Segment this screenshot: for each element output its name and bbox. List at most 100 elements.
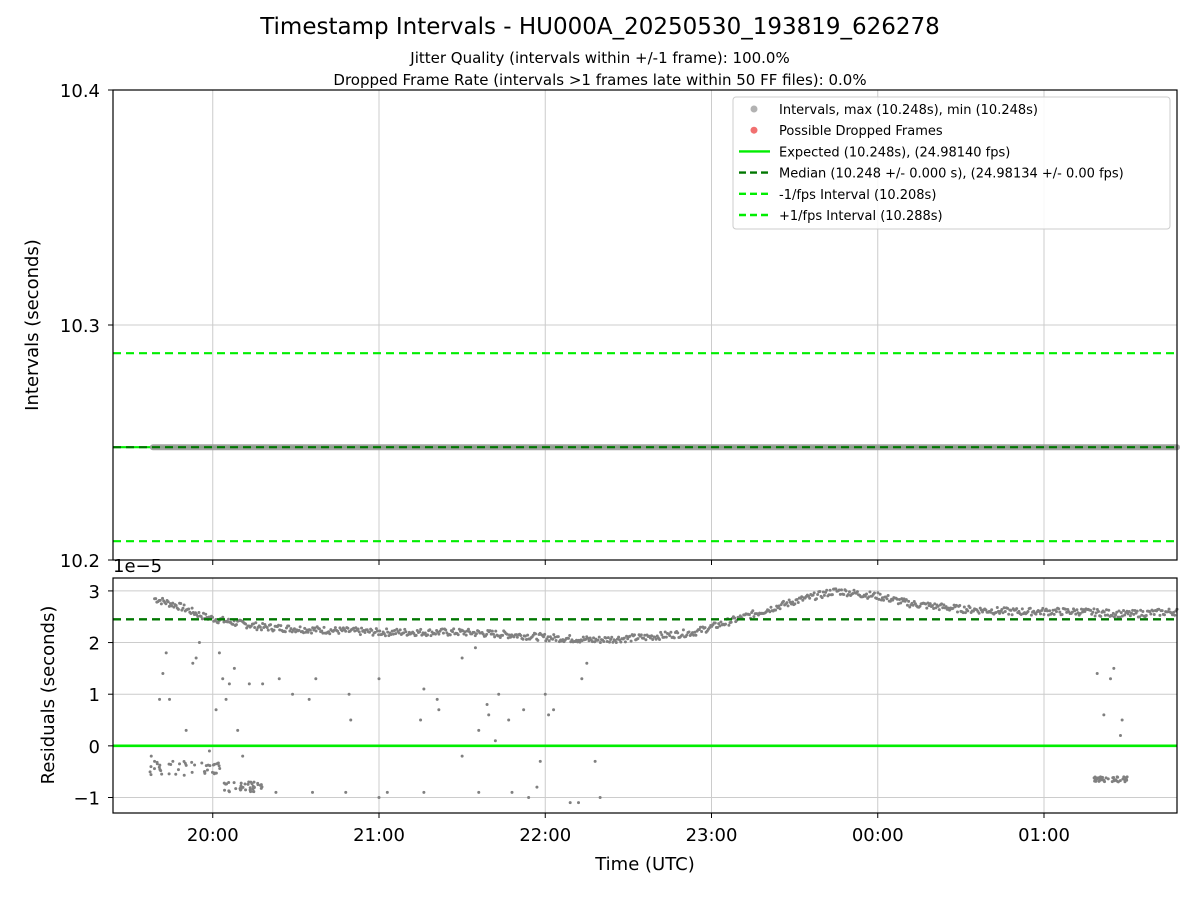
- residual-point: [1097, 779, 1101, 783]
- residual-point: [827, 593, 831, 597]
- residual-point: [1074, 612, 1078, 616]
- residual-point: [703, 626, 707, 630]
- residual-point: [214, 771, 218, 775]
- residual-point: [590, 640, 594, 644]
- residual-point: [377, 633, 381, 637]
- residual-point: [160, 772, 164, 776]
- residual-point: [395, 627, 399, 631]
- residual-point: [283, 630, 287, 634]
- residual-point: [1104, 608, 1108, 612]
- residual-outlier-point: [252, 785, 256, 789]
- residual-point: [552, 633, 556, 637]
- residual-outlier-point: [543, 692, 547, 696]
- residual-point: [925, 606, 929, 610]
- residual-point: [374, 627, 378, 631]
- residual-point: [303, 626, 307, 630]
- legend-box: [732, 96, 1171, 230]
- residual-point: [1110, 614, 1114, 618]
- residual-point: [1034, 612, 1038, 616]
- residual-point: [354, 626, 358, 630]
- residual-point: [216, 621, 220, 625]
- bottom-y-tick-label: 3: [89, 582, 100, 603]
- residual-point: [801, 598, 805, 602]
- residual-point: [256, 783, 260, 787]
- residual-point: [1115, 779, 1119, 783]
- residual-point: [252, 622, 256, 626]
- residual-outlier-point: [580, 677, 584, 681]
- residual-point: [1104, 776, 1108, 780]
- residual-point: [1039, 612, 1043, 616]
- residual-point: [521, 637, 525, 641]
- residual-point: [821, 590, 825, 594]
- residual-point: [1112, 778, 1116, 782]
- residual-outlier-point: [194, 656, 198, 660]
- residual-outlier-point: [437, 708, 441, 712]
- x-axis-label: Time (UTC): [594, 854, 695, 875]
- residual-outlier-point: [247, 682, 251, 686]
- residual-point: [768, 610, 772, 614]
- residual-point: [187, 607, 191, 611]
- residual-point: [244, 788, 248, 792]
- residual-point: [223, 788, 227, 792]
- residual-point: [1066, 607, 1070, 611]
- residual-point: [332, 628, 336, 632]
- residual-point: [593, 640, 597, 644]
- residual-point: [876, 591, 880, 595]
- residual-point: [958, 603, 962, 607]
- residual-point: [288, 629, 292, 633]
- residual-outlier-point: [510, 790, 514, 794]
- top-y-tick-label: 10.2: [60, 551, 100, 572]
- residual-point: [1051, 608, 1055, 612]
- residual-point: [1148, 610, 1152, 614]
- residual-outlier-point: [538, 759, 542, 763]
- residual-point: [1120, 614, 1124, 618]
- residual-point: [437, 632, 441, 636]
- residual-point: [554, 639, 558, 643]
- residual-point: [346, 626, 350, 630]
- residual-point: [181, 606, 185, 610]
- residual-point: [791, 600, 795, 604]
- residual-point: [166, 600, 170, 604]
- residual-point: [404, 630, 408, 634]
- residual-point: [524, 638, 528, 642]
- residual-point: [298, 625, 302, 629]
- residual-point: [252, 780, 256, 784]
- residual-point: [217, 764, 221, 768]
- residual-point: [360, 626, 364, 630]
- residual-point: [691, 631, 695, 635]
- residual-point: [490, 629, 494, 633]
- residual-point: [265, 626, 269, 630]
- residual-point: [505, 632, 509, 636]
- residual-point: [1010, 613, 1014, 617]
- residual-point: [1064, 607, 1068, 611]
- residual-point: [238, 787, 242, 791]
- residual-point: [584, 637, 588, 641]
- residual-point: [310, 631, 314, 635]
- residual-point: [811, 593, 815, 597]
- legend-label: +1/fps Interval (10.288s): [779, 209, 943, 224]
- residual-point: [302, 631, 306, 635]
- residual-point: [429, 634, 433, 638]
- residual-point: [1127, 610, 1131, 614]
- residual-point: [719, 620, 723, 624]
- residual-point: [197, 610, 201, 614]
- residual-point: [1094, 776, 1098, 780]
- residual-outlier-point: [261, 682, 265, 686]
- residual-point: [936, 604, 940, 608]
- residual-point: [218, 767, 222, 771]
- residual-point: [1046, 613, 1050, 617]
- residual-point: [942, 603, 946, 607]
- residual-outlier-point: [217, 651, 221, 655]
- residual-point: [373, 630, 377, 634]
- residual-point: [1020, 607, 1024, 611]
- residual-outlier-point: [477, 728, 481, 732]
- residual-point: [253, 626, 257, 630]
- residual-point: [266, 628, 270, 632]
- residual-point: [440, 627, 444, 631]
- residual-point: [1009, 608, 1013, 612]
- residual-point: [672, 636, 676, 640]
- residual-point: [261, 622, 265, 626]
- residual-point: [654, 637, 658, 641]
- residual-point: [1140, 613, 1144, 617]
- residual-outlier-point: [535, 785, 539, 789]
